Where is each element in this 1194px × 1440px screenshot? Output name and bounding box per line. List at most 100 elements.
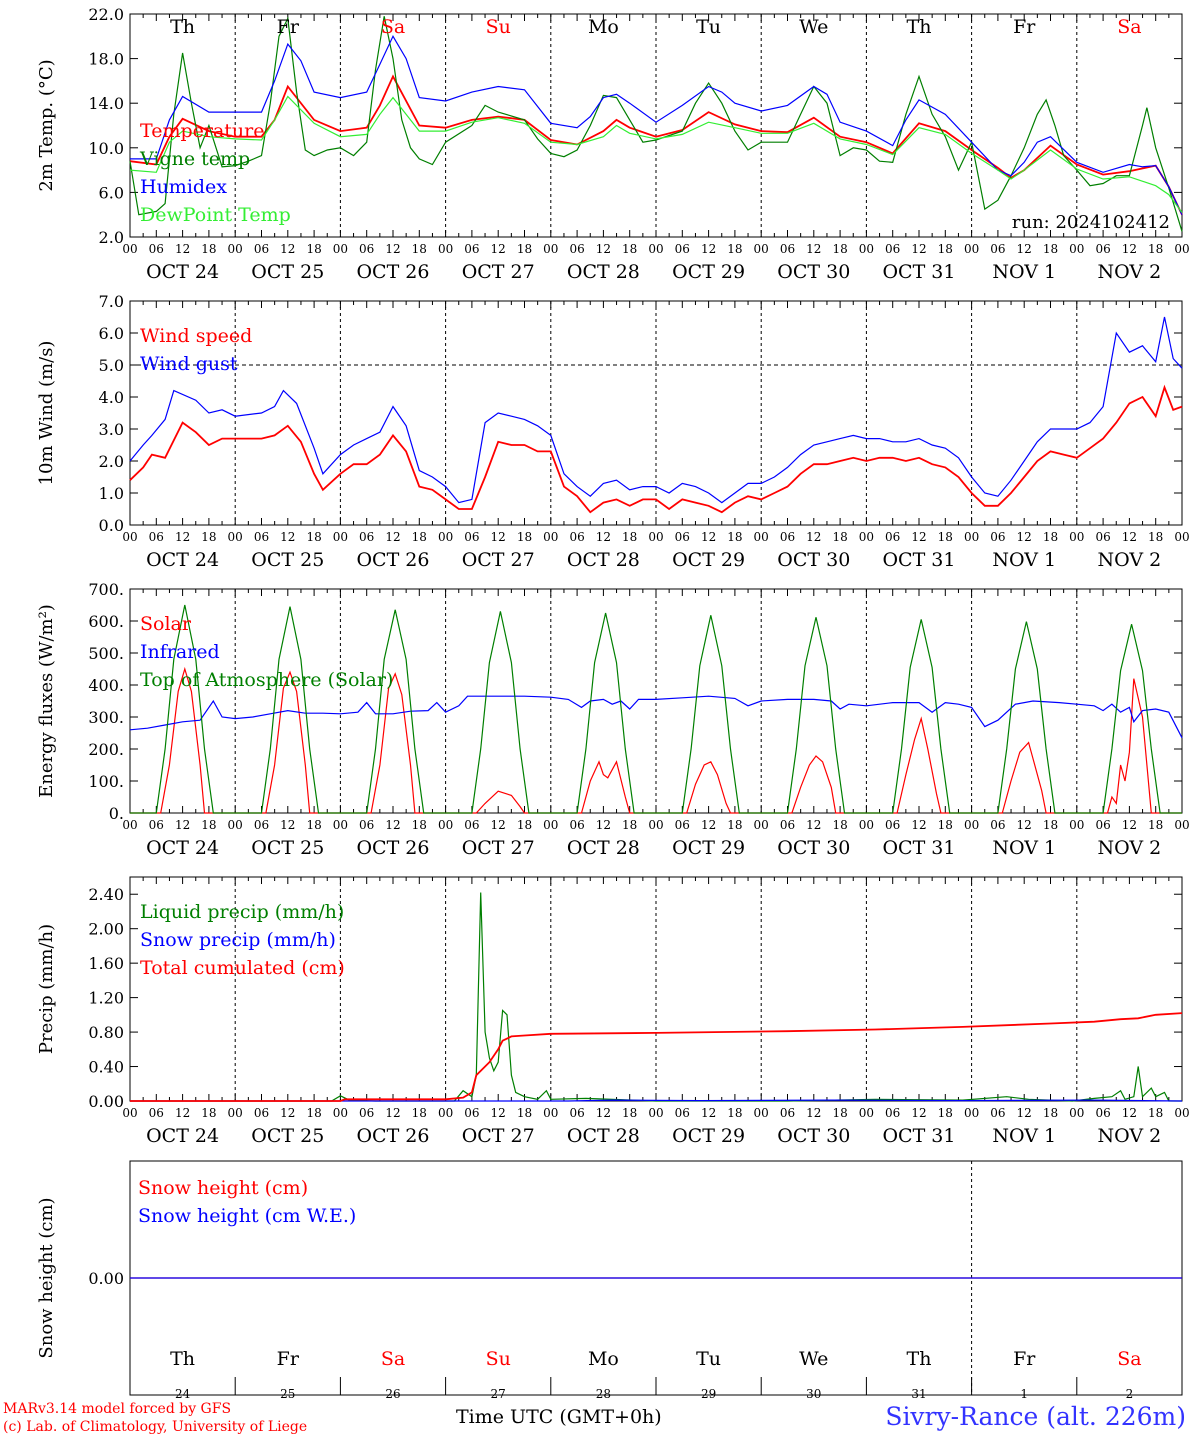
date-label: OCT 31 [882,837,955,859]
hour-tick-label: 00 [648,818,663,832]
hour-tick-label: 00 [228,242,243,256]
legend-entry: Snow height (cm W.E.) [138,1205,356,1227]
hour-tick-label: 00 [754,1106,769,1120]
hour-tick-label: 18 [622,242,637,256]
date-label: NOV 2 [1098,261,1162,283]
hour-tick-label: 00 [648,242,663,256]
hour-tick-label: 18 [201,818,216,832]
hour-tick-label: 00 [333,818,348,832]
date-label: NOV 1 [992,549,1056,571]
hour-tick-label: 12 [911,1106,926,1120]
hour-tick-label: 18 [412,818,427,832]
hour-tick-label: 06 [149,242,164,256]
hour-tick-label: 00 [1174,818,1189,832]
time-axis-label: Time UTC (GMT+0h) [456,1406,662,1428]
y-tick-label: 0.00 [88,1092,124,1111]
date-label: OCT 26 [356,837,429,859]
date-label: OCT 28 [567,261,640,283]
hour-tick-label: 12 [385,242,400,256]
hour-tick-label: 18 [622,1106,637,1120]
date-label: OCT 24 [146,837,219,859]
hour-tick-label: 12 [806,1106,821,1120]
hour-tick-label: 18 [1148,242,1163,256]
hour-tick-label: 18 [622,818,637,832]
model-credit: MARv3.14 model forced by GFS [3,1401,232,1417]
hour-tick-label: 06 [990,530,1005,544]
hour-tick-label: 18 [1043,818,1058,832]
date-label: OCT 26 [356,1125,429,1147]
date-label: OCT 24 [146,549,219,571]
hour-tick-label: 06 [1095,818,1110,832]
hour-tick-label: 06 [254,530,269,544]
series-line-vigne-temp [129,16,1183,232]
hour-tick-label: 18 [517,1106,532,1120]
date-label: NOV 2 [1098,549,1162,571]
hour-tick-label: 06 [885,1106,900,1120]
hour-tick-label: 00 [859,818,874,832]
date-label: OCT 29 [672,549,745,571]
hour-tick-label: 00 [122,818,137,832]
weekday-label: Sa [381,16,405,38]
date-label: OCT 29 [672,261,745,283]
y-tick-label: 4.0 [99,388,124,407]
date-label: OCT 26 [356,549,429,571]
hour-tick-label: 06 [464,818,479,832]
hour-tick-label: 00 [228,818,243,832]
y-tick-label: 300. [88,708,124,727]
hour-tick-label: 18 [1148,1106,1163,1120]
weekday-label: Mo [588,16,619,38]
hour-tick-label: 00 [543,1106,558,1120]
day-number-label: 28 [596,1387,611,1401]
weekday-label: Fr [1013,1348,1036,1370]
hour-tick-label: 12 [1122,242,1137,256]
hour-tick-label: 18 [306,530,321,544]
hour-tick-label: 12 [596,242,611,256]
hour-tick-label: 06 [464,242,479,256]
footer-credits: MARv3.14 model forced by GFS (c) Lab. of… [3,1400,307,1436]
hour-tick-label: 18 [412,242,427,256]
y-tick-label: 1.20 [88,989,124,1008]
y-tick-label: 10.0 [88,139,124,158]
hour-tick-label: 18 [938,242,953,256]
hour-tick-label: 00 [1174,530,1189,544]
date-label: OCT 28 [567,549,640,571]
hour-tick-label: 12 [280,530,295,544]
legend-entry: Total cumulated (cm) [140,957,345,979]
hour-tick-label: 18 [1043,530,1058,544]
hour-tick-label: 18 [832,818,847,832]
station-name: Sivry-Rance (alt. 226m) [885,1402,1186,1431]
hour-tick-label: 00 [1069,1106,1084,1120]
hour-tick-label: 12 [491,818,506,832]
date-label: NOV 2 [1098,837,1162,859]
hour-tick-label: 00 [1174,1106,1189,1120]
hour-tick-label: 12 [385,818,400,832]
series-line-humidex [130,35,1183,215]
date-label: OCT 30 [777,549,850,571]
y-tick-label: 200. [88,740,124,759]
hour-tick-label: 12 [911,242,926,256]
date-label: OCT 28 [567,837,640,859]
weekday-label: Fr [277,16,300,38]
hour-tick-label: 18 [1148,530,1163,544]
hour-tick-label: 00 [438,530,453,544]
hour-tick-label: 00 [964,242,979,256]
legend-entry: Snow height (cm) [138,1177,308,1199]
hour-tick-label: 12 [175,530,190,544]
hour-tick-label: 12 [385,1106,400,1120]
series-line-top-of-atmosphere-solar- [130,604,1182,814]
weekday-label: Fr [277,1348,300,1370]
hour-tick-label: 00 [1069,242,1084,256]
day-number-label: 27 [491,1387,506,1401]
hour-tick-label: 06 [149,818,164,832]
hour-tick-label: 06 [885,818,900,832]
hour-tick-label: 12 [806,242,821,256]
series-line-dewpoint-temp [129,95,1183,213]
hour-tick-label: 12 [280,242,295,256]
hour-tick-label: 12 [1122,818,1137,832]
date-label: OCT 29 [672,1125,745,1147]
hour-tick-label: 12 [175,818,190,832]
hour-tick-label: 18 [1043,1106,1058,1120]
hour-tick-label: 00 [543,818,558,832]
legend-entry: Solar [140,613,192,635]
